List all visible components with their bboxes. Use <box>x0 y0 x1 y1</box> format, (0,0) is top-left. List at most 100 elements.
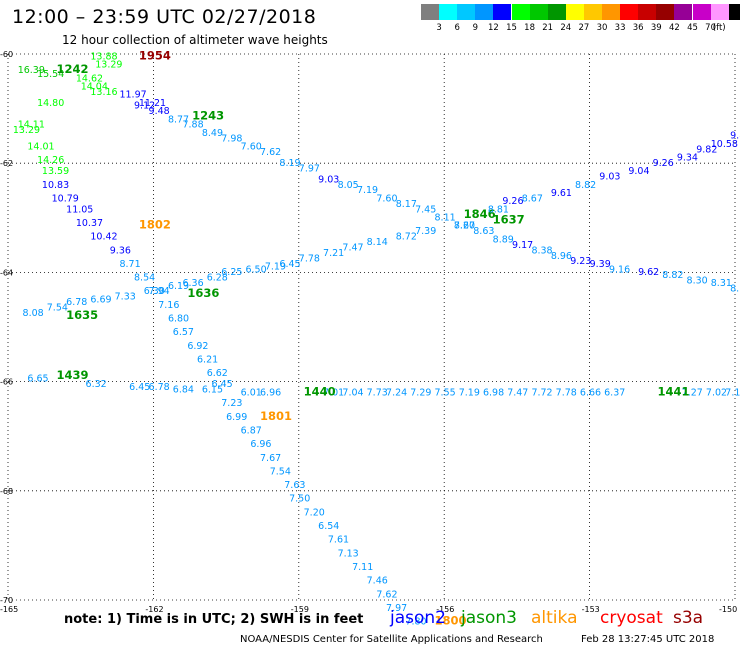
wave-height-value: 9.03 <box>599 172 620 183</box>
wave-height-value: 7.72 <box>531 387 552 398</box>
wave-height-value: 9.17 <box>512 240 533 251</box>
wave-height-value: 9.26 <box>502 196 523 207</box>
legend-swatch <box>602 4 620 20</box>
pass-time-label: 1636 <box>187 286 219 300</box>
wave-height-value: 7.02 <box>706 387 727 398</box>
wave-height-value: 6.65 <box>27 374 48 385</box>
pass-time-label: 1800 <box>435 614 467 628</box>
wave-height-value: 10.79 <box>52 193 79 204</box>
wave-height-value: 7.78 <box>299 253 320 264</box>
wave-height-value: 6.19 <box>168 281 189 292</box>
wave-height-value: 7.54 <box>270 466 291 477</box>
wave-height-value: 8.19 <box>279 158 300 169</box>
legend-swatch <box>638 4 657 20</box>
legend-label: 36 <box>632 23 644 33</box>
wave-height-value: 10.58 <box>711 139 738 150</box>
legend-swatch <box>439 4 458 20</box>
wave-height-value: 7.16 <box>158 300 179 311</box>
wave-height-value: 6.50 <box>245 264 266 275</box>
wave-height-value: 6.45 <box>129 382 150 393</box>
page-title: 12:00 – 23:59 UTC 02/27/2018 <box>12 6 317 28</box>
wave-height-value: 7.62 <box>260 147 281 158</box>
wave-height-value: 7.61 <box>328 535 349 546</box>
wave-height-value: 6.57 <box>173 327 194 338</box>
wave-height-value: 7.11 <box>352 562 373 573</box>
wave-height-value: 6.45 <box>212 379 233 390</box>
wave-height-value: 13.59 <box>42 166 69 177</box>
wave-height-value: 6.21 <box>197 354 218 365</box>
wave-height-value: 8.05 <box>338 180 359 191</box>
wave-height-value: 7.19 <box>357 185 378 196</box>
legend-label: 9 <box>472 23 478 33</box>
wave-height-value: 7.01 <box>323 387 344 398</box>
legend-swatch <box>547 4 566 20</box>
wave-height-value: 9.23 <box>570 256 591 267</box>
pass-time-label: 1440 <box>304 384 336 398</box>
lon-label: -165 <box>0 605 18 614</box>
wave-height-value: 6.98 <box>483 387 504 398</box>
legend-label: 42 <box>668 23 680 33</box>
wave-height-value: 6.54 <box>318 521 339 532</box>
wave-height-value: 7.78 <box>556 387 577 398</box>
wave-height-value: 7.55 <box>435 387 456 398</box>
satellite-cryosat: cryosat <box>600 608 663 628</box>
legend-label: 24 <box>560 23 572 33</box>
wave-height-value: 8.38 <box>531 245 552 256</box>
lon-label: -153 <box>582 605 600 614</box>
wave-height-value: 6.28 <box>207 273 228 284</box>
wave-height-value: 7.19 <box>265 262 286 273</box>
legend-swatch <box>565 4 584 20</box>
wave-height-value: 7.88 <box>182 120 203 131</box>
page-subtitle: 12 hour collection of altimeter wave hei… <box>62 33 328 47</box>
wave-height-value: 8.14 <box>367 237 388 248</box>
legend-swatch <box>656 4 675 20</box>
wave-height-value: 8.67 <box>522 193 543 204</box>
legend-swatch <box>620 4 639 20</box>
wave-height-value: 7.27 <box>454 221 475 232</box>
wave-height-value: 7.97 <box>299 163 320 174</box>
wave-height-value: 9.03 <box>318 174 339 185</box>
wave-height-value: 7.97 <box>386 603 407 614</box>
wave-height-value: 7.04 <box>342 387 363 398</box>
pass-time-label: 1801 <box>260 409 292 423</box>
wave-height-value: 6.84 <box>173 385 194 396</box>
wave-height-value: 9.16 <box>609 264 630 275</box>
credit-text: NOAA/NESDIS Center for Satellite Applica… <box>240 634 543 645</box>
pass-time-label: 1802 <box>139 218 171 232</box>
legend-label: 6 <box>454 23 460 33</box>
pass-time-label: 1441 <box>657 384 689 398</box>
wave-height-value: 7.47 <box>342 243 363 254</box>
wave-height-value: 9.34 <box>677 152 698 163</box>
wave-height-value: 9.86 <box>730 131 740 142</box>
legend-swatch <box>529 4 548 20</box>
footer-note: note: 1) Time is in UTC; 2) SWH is in fe… <box>64 612 364 627</box>
wave-height-value: 8.30 <box>687 275 708 286</box>
wave-height-value: 9.82 <box>696 144 717 155</box>
lat-label: -60 <box>0 50 13 59</box>
pass-time-label: 1243 <box>192 109 224 123</box>
wave-height-value: 8.11 <box>435 213 456 224</box>
wave-height-value: 7.24 <box>386 387 407 398</box>
wave-height-value: 7.20 <box>304 507 325 518</box>
wave-height-value: 8.89 <box>493 234 514 245</box>
wave-height-value: 6.25 <box>221 267 242 278</box>
wave-height-value: 9.04 <box>628 166 649 177</box>
wave-height-value: 13.29 <box>13 125 40 136</box>
legend-label: 39 <box>650 23 662 33</box>
pass-time-label: 1954 <box>139 48 171 62</box>
wave-height-value: 6.01 <box>241 387 262 398</box>
wave-height-value: 8.82 <box>662 270 683 281</box>
wave-height-value: 7.94 <box>149 286 170 297</box>
legend-label: 30 <box>596 23 608 33</box>
wave-height-value: 8.77 <box>168 114 189 125</box>
legend-unit: (ft) <box>712 23 726 33</box>
legend-label: 45 <box>687 23 698 33</box>
legend-swatch <box>493 4 512 20</box>
satellite-jason3: jason3 <box>461 608 517 628</box>
wave-height-value: 7.29 <box>410 387 431 398</box>
wave-height-value: 8.31 <box>711 278 732 289</box>
wave-height-value: 6.96 <box>260 387 281 398</box>
wave-height-value: 6.92 <box>187 341 208 352</box>
wave-height-value: 7.62 <box>376 589 397 600</box>
